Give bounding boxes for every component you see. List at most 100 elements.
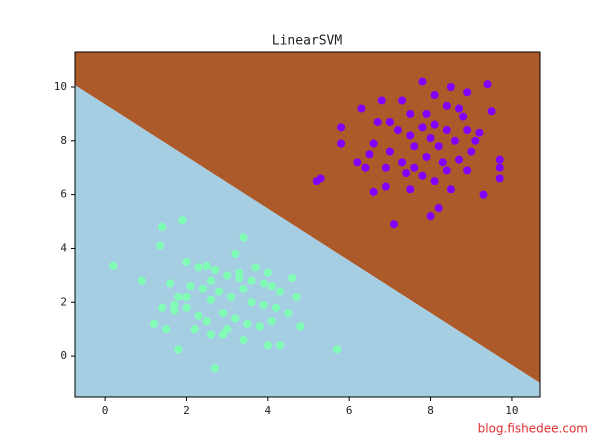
point — [223, 271, 232, 280]
point — [418, 77, 427, 86]
point — [162, 325, 171, 334]
point — [361, 163, 370, 172]
point — [487, 107, 496, 116]
y-tick-label: 6 — [60, 188, 67, 201]
point — [276, 287, 285, 296]
region — [75, 85, 540, 398]
point — [271, 303, 280, 312]
region — [75, 52, 540, 384]
point — [182, 257, 191, 266]
x-tick-label: 8 — [427, 404, 434, 417]
point — [166, 279, 175, 288]
point — [316, 174, 325, 183]
point — [483, 80, 492, 89]
point — [255, 322, 264, 331]
point — [459, 112, 468, 121]
point — [385, 147, 394, 156]
x-tick-label: 10 — [505, 404, 518, 417]
point — [495, 163, 504, 172]
point — [406, 185, 415, 194]
point — [210, 265, 219, 274]
point — [357, 104, 366, 113]
point — [243, 319, 252, 328]
point — [353, 158, 362, 167]
y-tick-label: 2 — [60, 295, 67, 308]
point — [182, 292, 191, 301]
point — [430, 177, 439, 186]
point — [398, 158, 407, 167]
point — [284, 309, 293, 318]
x-tick-label: 0 — [102, 404, 109, 417]
point — [156, 241, 165, 250]
point — [430, 91, 439, 100]
point — [206, 276, 215, 285]
point — [463, 166, 472, 175]
point — [430, 120, 439, 129]
point — [434, 142, 443, 151]
point — [495, 174, 504, 183]
point — [215, 287, 224, 296]
point — [223, 325, 232, 334]
point — [206, 295, 215, 304]
x-tick-label: 2 — [183, 404, 190, 417]
point — [219, 309, 228, 318]
point — [158, 303, 167, 312]
point — [174, 292, 183, 301]
point — [406, 109, 415, 118]
point — [434, 204, 443, 213]
point — [446, 185, 455, 194]
point — [251, 263, 260, 272]
point — [137, 276, 146, 285]
point — [109, 261, 118, 270]
point — [235, 274, 244, 283]
y-tick-label: 4 — [60, 241, 67, 254]
point — [422, 152, 431, 161]
point — [450, 136, 459, 145]
point — [259, 300, 268, 309]
point — [381, 163, 390, 172]
point — [369, 139, 378, 148]
point — [410, 142, 419, 151]
point — [231, 249, 240, 258]
point — [385, 117, 394, 126]
y-tick-label: 8 — [60, 134, 67, 147]
point — [198, 284, 207, 293]
point — [158, 222, 167, 231]
point — [186, 282, 195, 291]
point — [202, 317, 211, 326]
point — [239, 335, 248, 344]
point — [231, 314, 240, 323]
point — [337, 139, 346, 148]
point — [442, 166, 451, 175]
point — [288, 274, 297, 283]
point — [194, 311, 203, 320]
point — [210, 364, 219, 373]
point — [296, 322, 305, 331]
point — [455, 155, 464, 164]
y-tick-label: 0 — [60, 349, 67, 362]
point — [365, 150, 374, 159]
point — [239, 284, 248, 293]
point — [438, 158, 447, 167]
point — [247, 276, 256, 285]
point — [206, 330, 215, 339]
point — [402, 169, 411, 178]
point — [389, 220, 398, 229]
point — [463, 88, 472, 97]
point — [495, 155, 504, 164]
chart-title: LinearSVM — [272, 34, 343, 49]
point — [418, 123, 427, 132]
point — [337, 123, 346, 132]
point — [418, 171, 427, 180]
y-tick-label: 10 — [54, 80, 67, 93]
point — [471, 136, 480, 145]
point — [426, 134, 435, 143]
x-tick-label: 6 — [346, 404, 353, 417]
point — [267, 317, 276, 326]
point — [446, 82, 455, 91]
point — [263, 341, 272, 350]
point — [394, 126, 403, 135]
point — [455, 104, 464, 113]
point — [422, 109, 431, 118]
